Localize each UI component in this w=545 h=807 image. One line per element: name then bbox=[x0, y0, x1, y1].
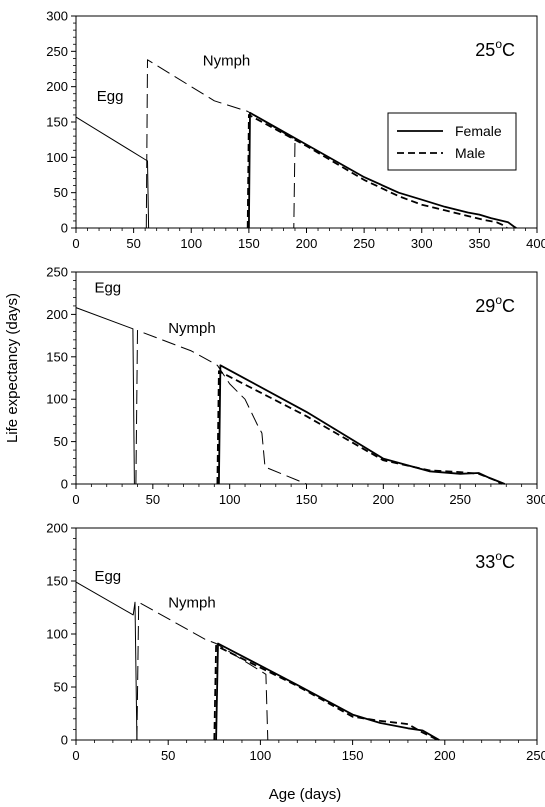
x-tick-label: 350 bbox=[469, 236, 491, 251]
x-tick-label: 200 bbox=[434, 748, 456, 763]
stage-label-nymph: Nymph bbox=[203, 52, 251, 69]
temperature-label: 25oC bbox=[475, 37, 515, 60]
x-tick-label: 250 bbox=[449, 492, 471, 507]
series-female-line bbox=[248, 111, 517, 229]
y-tick-label: 150 bbox=[46, 349, 68, 364]
stage-label-egg: Egg bbox=[94, 279, 121, 296]
x-tick-label: 400 bbox=[526, 236, 545, 251]
plot-frame bbox=[75, 271, 538, 485]
x-tick-label: 50 bbox=[161, 748, 175, 763]
y-axis-label: Life expectancy (days) bbox=[4, 293, 21, 443]
series-egg-line bbox=[75, 581, 138, 741]
y-tick-label: 50 bbox=[54, 185, 68, 200]
chart-panel-3: 0 50 100 150 200 250 0 50 100 150 200 Egg Nymph 33oC bbox=[46, 521, 545, 764]
y-tick-label: 50 bbox=[54, 434, 68, 449]
x-tick-label: 100 bbox=[180, 236, 202, 251]
y-tick-label: 0 bbox=[61, 733, 68, 748]
x-tick-label: 150 bbox=[238, 236, 260, 251]
x-tick-label: 250 bbox=[353, 236, 375, 251]
x-axis-label: Age (days) bbox=[269, 786, 342, 803]
temperature-label: 33oC bbox=[475, 549, 515, 572]
series-female-line bbox=[215, 642, 440, 741]
x-tick-label: 100 bbox=[219, 492, 241, 507]
chart-panel-1: 0 50 100 150 200 250 300 350 400 0 50 100 150 200 250 3… bbox=[46, 9, 545, 252]
x-tick-label: 0 bbox=[72, 236, 79, 251]
legend-label-male: Male bbox=[455, 145, 486, 161]
y-tick-label: 250 bbox=[46, 265, 68, 280]
y-tick-label: 100 bbox=[46, 627, 68, 642]
x-tick-label: 200 bbox=[296, 236, 318, 251]
y-tick-label: 50 bbox=[54, 680, 68, 695]
x-tick-label: 300 bbox=[411, 236, 433, 251]
series-nymph-line bbox=[136, 601, 269, 741]
y-tick-label: 300 bbox=[46, 9, 68, 24]
y-tick-label: 200 bbox=[46, 79, 68, 94]
x-tick-label: 0 bbox=[72, 492, 79, 507]
y-tick-label: 100 bbox=[46, 392, 68, 407]
x-tick-label: 50 bbox=[126, 236, 140, 251]
temperature-label: 29oC bbox=[475, 293, 515, 316]
x-tick-label: 100 bbox=[250, 748, 272, 763]
y-tick-label: 150 bbox=[46, 115, 68, 130]
legend-label-female: Female bbox=[455, 123, 502, 139]
series-nymph-line bbox=[135, 330, 307, 485]
x-tick-label: 150 bbox=[296, 492, 318, 507]
series-egg-line bbox=[75, 116, 150, 229]
series-male-line bbox=[213, 644, 438, 741]
y-tick-label: 200 bbox=[46, 307, 68, 322]
chart-panel-2: 0 50 100 150 200 250 300 0 50 100 150 200 250 Egg Nymp… bbox=[46, 265, 545, 508]
y-tick-label: 0 bbox=[61, 221, 68, 236]
y-tick-label: 150 bbox=[46, 574, 68, 589]
stage-label-egg: Egg bbox=[97, 88, 124, 105]
stage-label-egg: Egg bbox=[94, 568, 121, 585]
x-tick-label: 0 bbox=[72, 748, 79, 763]
plot-frame bbox=[75, 527, 538, 741]
series-female-line bbox=[218, 364, 506, 485]
y-tick-label: 200 bbox=[46, 521, 68, 536]
x-tick-label: 50 bbox=[146, 492, 160, 507]
series-male-line bbox=[216, 370, 503, 485]
stage-label-nymph: Nymph bbox=[168, 320, 216, 337]
legend: Female Male bbox=[387, 112, 517, 171]
legend-box bbox=[387, 112, 517, 171]
y-tick-label: 250 bbox=[46, 44, 68, 59]
y-tick-label: 0 bbox=[61, 477, 68, 492]
y-tick-label: 100 bbox=[46, 150, 68, 165]
series-male-line bbox=[246, 114, 508, 229]
x-tick-label: 250 bbox=[526, 748, 545, 763]
series-nymph-line bbox=[145, 59, 296, 229]
x-tick-label: 150 bbox=[342, 748, 364, 763]
series-egg-line bbox=[75, 307, 136, 485]
x-tick-label: 300 bbox=[526, 492, 545, 507]
x-tick-label: 200 bbox=[372, 492, 394, 507]
stage-label-nymph: Nymph bbox=[168, 595, 216, 612]
